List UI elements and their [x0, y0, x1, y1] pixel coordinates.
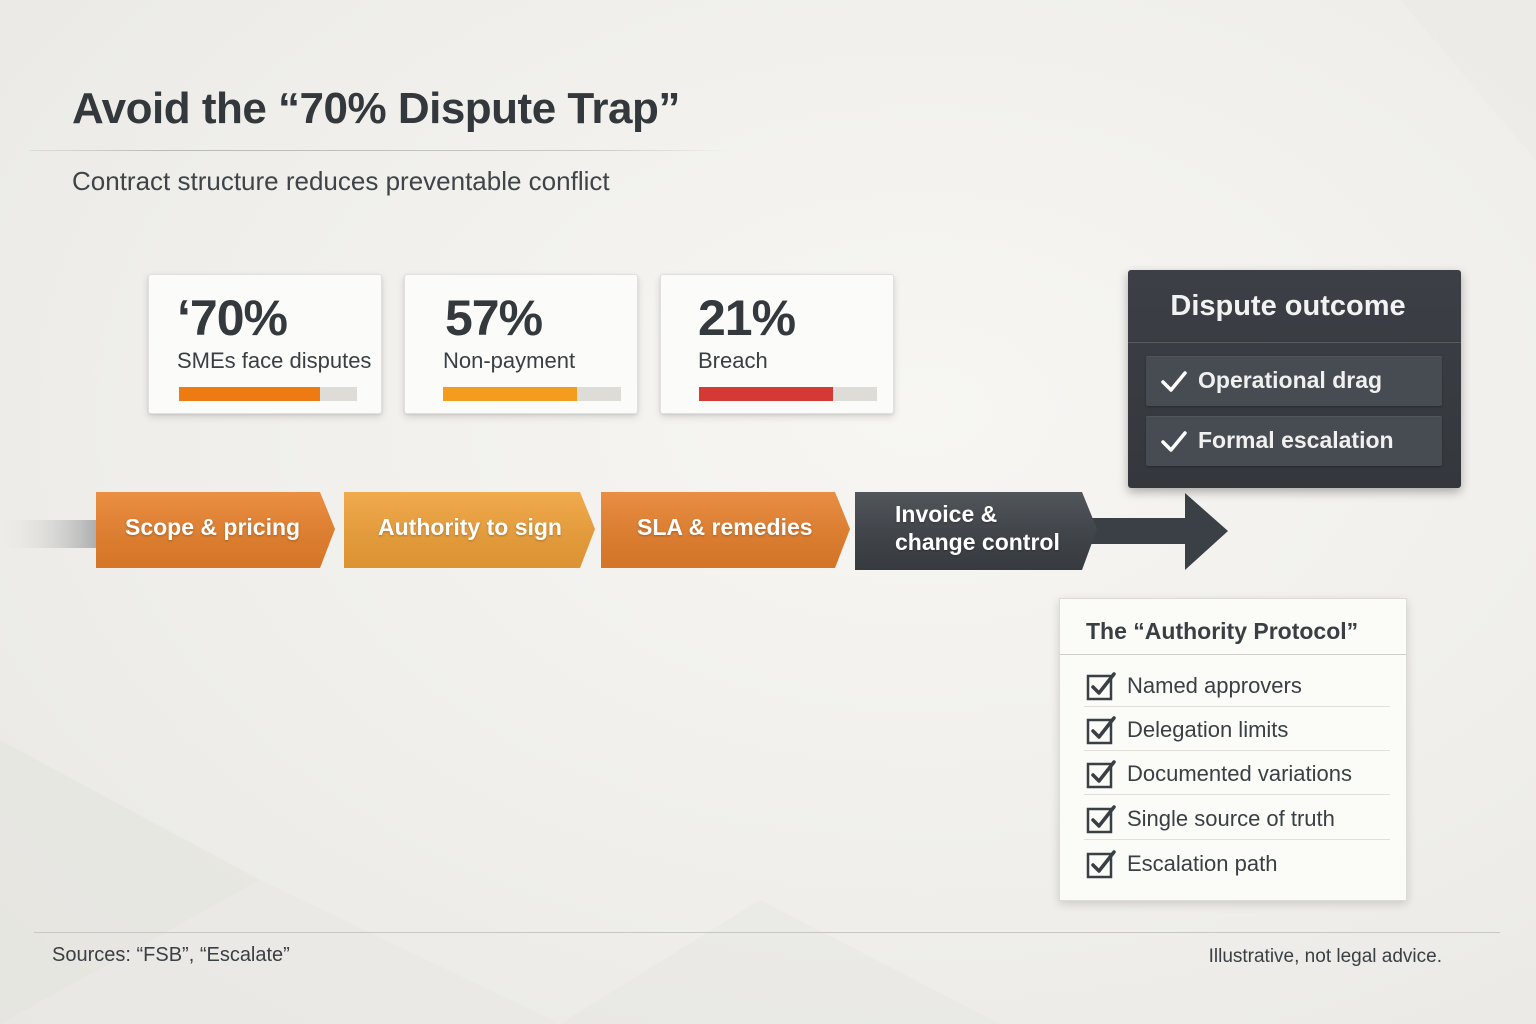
checklist-divider: [1084, 750, 1390, 751]
checklist-divider: [1084, 706, 1390, 707]
stat-card-breach: 21% Breach: [660, 274, 894, 414]
flow-arrow-head: [1080, 493, 1228, 570]
flow-step-invoice-line-2: change control: [895, 529, 1060, 555]
disclaimer-note: Illustrative, not legal advice.: [1208, 946, 1442, 967]
outcome-item-formal-escalation: Formal escalation: [1146, 416, 1442, 466]
stat-progress-fill: [699, 387, 833, 401]
authority-protocol-checklist: The “Authority Protocol” Named approvers…: [1059, 598, 1407, 901]
stat-progress-track: [699, 387, 877, 401]
dispute-outcome-title: Dispute outcome: [1170, 290, 1406, 322]
checklist-item-delegation-limits: Delegation limits: [1084, 715, 1390, 759]
sources-note: Sources: “FSB”, “Escalate”: [52, 944, 290, 966]
stat-value: 21%: [698, 290, 796, 346]
outcome-item-label: Formal escalation: [1198, 427, 1394, 453]
authority-protocol-divider: [1060, 654, 1406, 655]
dispute-outcome-panel: Dispute outcome Operational drag Formal …: [1128, 270, 1461, 488]
stat-progress-track: [443, 387, 621, 401]
checklist-item-label: Delegation limits: [1127, 717, 1289, 742]
stat-progress-track: [179, 387, 357, 401]
checklist-item-named-approvers: Named approvers: [1084, 671, 1390, 715]
stat-value: ‘70%: [177, 290, 288, 346]
dispute-outcome-divider: [1128, 342, 1461, 343]
stat-card-non-payment: 57% Non-payment: [404, 274, 638, 414]
stat-label: Non-payment: [443, 348, 576, 373]
flow-lead-in: [0, 520, 110, 548]
check-icon: [1161, 371, 1187, 392]
title-divider: [30, 150, 730, 151]
check-icon: [1161, 431, 1187, 452]
stat-label: SMEs face disputes: [177, 348, 372, 373]
page-subtitle: Contract structure reduces preventable c…: [72, 166, 610, 196]
flow-step-authority-to-sign: Authority to sign: [378, 514, 562, 540]
authority-protocol-title: The “Authority Protocol”: [1086, 618, 1359, 644]
stat-value: 57%: [445, 290, 543, 346]
page-title: Avoid the “70% Dispute Trap”: [72, 84, 680, 133]
footer-divider: [34, 932, 1500, 933]
checklist-divider: [1084, 839, 1390, 840]
checklist-item-label: Escalation path: [1127, 851, 1278, 876]
outcome-item-operational-drag: Operational drag: [1146, 356, 1442, 406]
checklist-item-label: Single source of truth: [1127, 806, 1335, 831]
checklist-item-label: Named approvers: [1127, 673, 1302, 698]
checked-checkbox-icon: [1086, 760, 1116, 789]
checked-checkbox-icon: [1086, 716, 1116, 745]
checklist-item-label: Documented variations: [1127, 761, 1353, 786]
stat-progress-fill: [179, 387, 320, 401]
stat-progress-fill: [443, 387, 577, 401]
checked-checkbox-icon: [1086, 805, 1116, 834]
checked-checkbox-icon: [1086, 672, 1116, 701]
checklist-divider: [1084, 794, 1390, 795]
stat-label: Breach: [698, 348, 768, 373]
flow-step-invoice-line-1: Invoice &: [895, 501, 998, 527]
outcome-item-label: Operational drag: [1198, 367, 1383, 393]
stat-card-sme-disputes: ‘70% SMEs face disputes: [148, 274, 382, 414]
checklist-item-escalation-path: Escalation path: [1084, 849, 1390, 893]
flow-step-sla-remedies: SLA & remedies: [637, 514, 813, 540]
checklist-item-documented-variations: Documented variations: [1084, 759, 1390, 803]
flow-step-scope-pricing: Scope & pricing: [125, 514, 301, 540]
process-flow: [0, 492, 1228, 570]
checklist-item-single-source: Single source of truth: [1084, 804, 1390, 848]
checked-checkbox-icon: [1086, 850, 1116, 879]
